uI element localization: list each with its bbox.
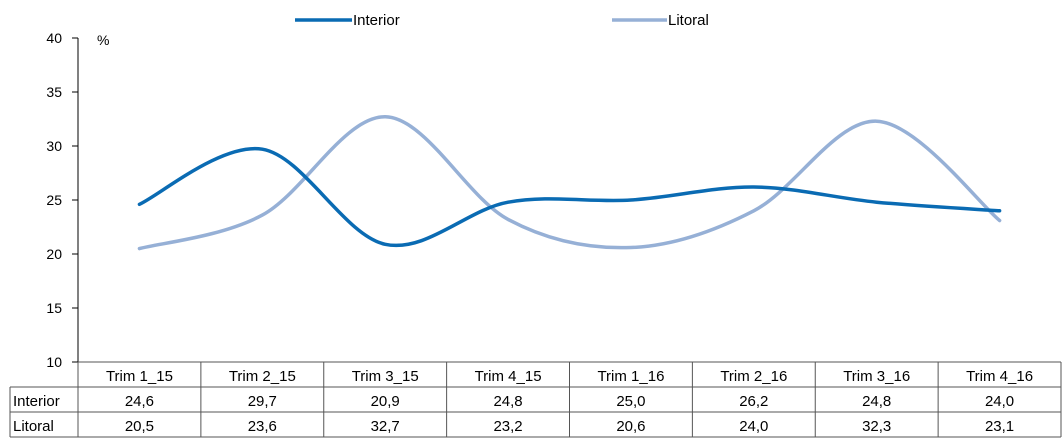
y-tick-label: 35 (46, 84, 62, 100)
axes: 10 15 20 25 30 35 40% (46, 30, 109, 370)
series-line-interior (137, 146, 1002, 248)
data-table: Trim 1_15 Trim 2_15 Trim 3_15 Trim 4_15 Trim… (9, 361, 1062, 438)
data-label: 24,8 (862, 393, 891, 410)
data-label: 23,6 (248, 418, 277, 435)
x-category-label: Trim 2_16 (720, 368, 787, 385)
y-tick-label: 10 (46, 354, 62, 370)
y-tick-label: 30 (46, 138, 62, 154)
data-label: 24,6 (125, 393, 154, 410)
data-label: 25,0 (616, 393, 645, 410)
x-category-label: Trim 2_15 (229, 368, 296, 385)
x-category-label: Trim 1_16 (597, 368, 664, 385)
data-label: 24,0 (739, 418, 768, 435)
data-label: 23,1 (985, 418, 1014, 435)
data-label: 29,7 (248, 393, 277, 410)
data-label: 26,2 (739, 393, 768, 410)
data-label: 20,9 (371, 393, 400, 410)
series-lines (137, 115, 1002, 251)
x-category-label: Trim 4_16 (966, 368, 1033, 385)
y-tick-label: 15 (46, 300, 62, 316)
y-axis-unit: % (97, 32, 109, 48)
table-row-label-litoral: Litoral (13, 418, 54, 435)
data-label: 23,2 (493, 418, 522, 435)
data-label: 20,6 (616, 418, 645, 435)
y-tick-label: 40 (46, 30, 62, 46)
legend: Interior Litoral (295, 12, 709, 29)
y-tick-label: 25 (46, 192, 62, 208)
legend-label-litoral: Litoral (668, 12, 709, 29)
x-category-label: Trim 1_15 (106, 368, 173, 385)
x-category-label: Trim 3_15 (352, 368, 419, 385)
legend-label-interior: Interior (353, 12, 400, 29)
y-tick-label: 20 (46, 246, 62, 262)
data-label: 32,3 (862, 418, 891, 435)
data-label: 24,8 (493, 393, 522, 410)
series-line-litoral (137, 115, 1002, 251)
x-category-label: Trim 3_16 (843, 368, 910, 385)
x-category-label: Trim 4_15 (475, 368, 542, 385)
data-label: 24,0 (985, 393, 1014, 410)
data-label: 20,5 (125, 418, 154, 435)
table-row-label-interior: Interior (13, 393, 60, 410)
data-label: 32,7 (371, 418, 400, 435)
